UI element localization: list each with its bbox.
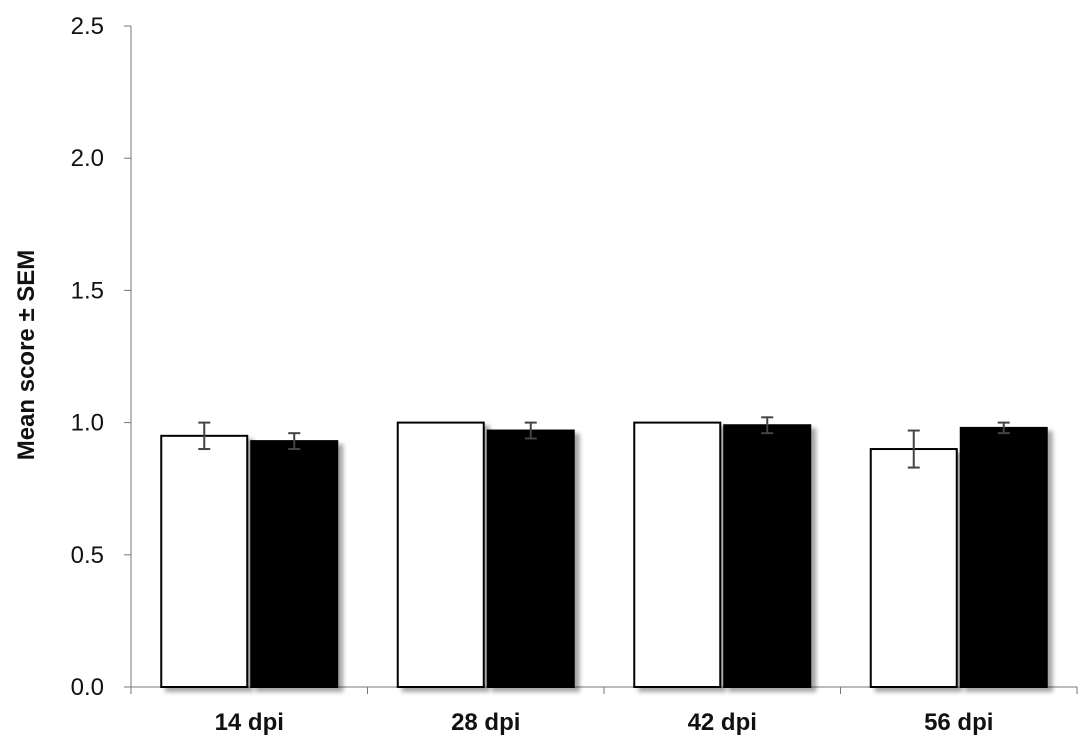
bar-56-dpi-series-2 (959, 426, 1048, 688)
bar-14-dpi-series-1 (160, 434, 249, 688)
y-tick-label: 0.5 (71, 542, 104, 569)
y-axis-title: Mean score ± SEM (13, 250, 40, 461)
error-bars (198, 416, 1010, 469)
x-tick-label: 14 dpi (215, 709, 284, 736)
y-tick-label: 0.0 (71, 674, 104, 701)
y-tick-label: 2.5 (71, 13, 104, 40)
y-tick-label: 2.0 (71, 145, 104, 172)
bars (160, 421, 1048, 689)
bar-42-dpi-series-1 (633, 421, 722, 688)
x-tick-labels: 14 dpi 28 dpi 42 dpi 56 dpi (215, 709, 994, 736)
bar-28-dpi-series-1 (396, 421, 485, 688)
bar-42-dpi-series-2 (723, 424, 812, 688)
y-tick-label: 1.5 (71, 277, 104, 304)
bar-28-dpi-series-2 (486, 429, 575, 688)
y-tick-labels: 0.0 0.5 1.0 1.5 2.0 2.5 (71, 13, 104, 701)
y-tick-label: 1.0 (71, 410, 104, 437)
x-tick-label: 28 dpi (451, 709, 520, 736)
x-tick-label: 42 dpi (688, 709, 757, 736)
bar-56-dpi-series-1 (869, 448, 958, 689)
bar-14-dpi-series-2 (250, 440, 339, 688)
x-tick-label: 56 dpi (924, 709, 993, 736)
